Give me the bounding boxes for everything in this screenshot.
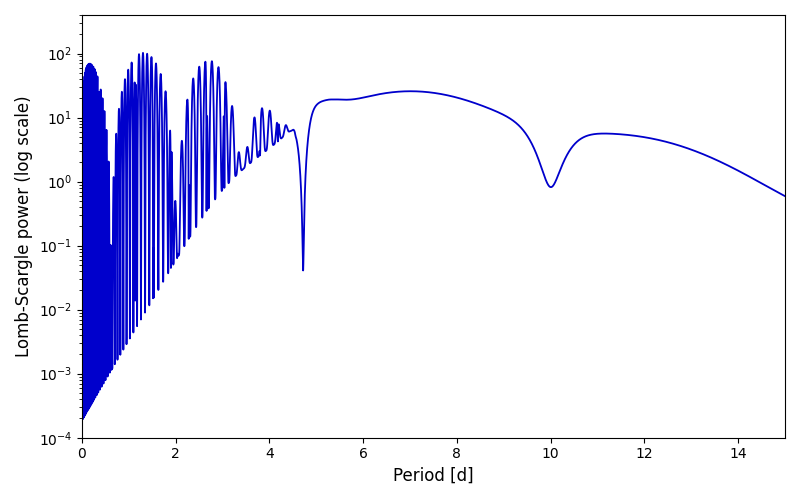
Y-axis label: Lomb-Scargle power (log scale): Lomb-Scargle power (log scale) — [15, 96, 33, 357]
X-axis label: Period [d]: Period [d] — [393, 467, 474, 485]
